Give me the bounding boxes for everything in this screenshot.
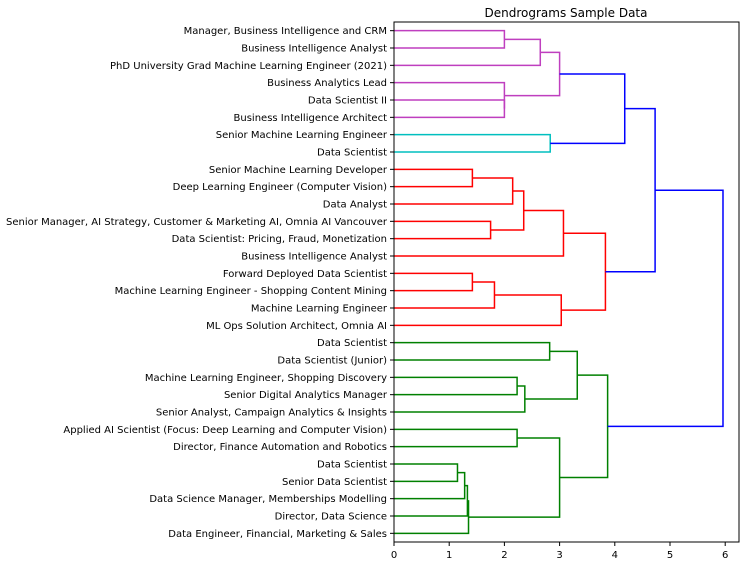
leaf-label: Data Scientist: Pricing, Fraud, Monetiza…: [172, 234, 387, 245]
leaf-label: Senior Analyst, Campaign Analytics & Ins…: [156, 408, 387, 419]
leaf-label: Business Intelligence Analyst: [241, 252, 387, 263]
leaf-label: Business Intelligence Analyst: [241, 44, 387, 55]
leaf-label: Data Scientist: [317, 148, 387, 159]
dendrogram-link: [490, 190, 525, 231]
x-tick-label: 1: [446, 550, 452, 561]
leaf-labels: Manager, Business Intelligence and CRM Bu…: [6, 26, 394, 540]
dendrogram-link: [394, 29, 506, 49]
leaf-label: Forward Deployed Data Scientist: [223, 269, 387, 280]
dendrogram-link: [394, 99, 506, 119]
leaf-label: Data Scientist: [317, 460, 387, 471]
dendrogram-link: [394, 133, 551, 153]
leaf-label: Senior Data Scientist: [282, 477, 387, 488]
leaf-label: Director, Finance Automation and Robotic…: [173, 442, 387, 453]
x-tick-label: 5: [667, 550, 673, 561]
x-tick-label: 0: [391, 550, 397, 561]
dendrogram-link: [394, 220, 492, 240]
dendrogram-link: [394, 272, 474, 292]
x-axis: 0 1 2 3 4 5 6: [391, 542, 728, 561]
dendrogram-link: [394, 428, 518, 448]
leaf-label: PhD University Grad Machine Learning Eng…: [110, 61, 387, 72]
dendrogram-link: [394, 177, 514, 205]
x-tick-label: 4: [612, 550, 618, 561]
x-tick-label: 6: [722, 550, 728, 561]
leaf-label: Data Scientist: [317, 338, 387, 349]
leaf-label: Machine Learning Engineer, Shopping Disc…: [145, 373, 387, 384]
dendrogram-link: [394, 471, 466, 500]
leaf-label: Data Engineer, Financial, Marketing & Sa…: [168, 529, 387, 540]
dendrogram-link: [524, 350, 579, 400]
dendrogram-link: [607, 189, 724, 428]
dendrogram-link: [561, 232, 607, 311]
leaf-label: Senior Machine Learning Developer: [209, 165, 388, 176]
leaf-label: Senior Digital Analytics Manager: [224, 390, 388, 401]
x-tick-label: 2: [501, 550, 507, 561]
leaf-label: Data Scientist II: [308, 96, 387, 107]
dendrogram-link: [394, 385, 526, 413]
dendrogram-link: [394, 81, 506, 109]
plot-frame: [393, 21, 740, 543]
leaf-label: Senior Manager, AI Strategy, Customer & …: [6, 217, 388, 228]
dendrogram-link: [504, 51, 561, 97]
leaf-label: Director, Data Science: [275, 512, 387, 523]
dendrogram-links: [394, 29, 724, 535]
dendrogram-link: [394, 376, 518, 396]
dendrogram-link: [394, 38, 542, 67]
leaf-label: Senior Machine Learning Engineer: [216, 130, 388, 141]
dendrogram-link: [394, 500, 470, 535]
leaf-label: Business Intelligence Architect: [234, 113, 388, 124]
dendrogram-link: [394, 484, 469, 517]
leaf-label: Manager, Business Intelligence and CRM: [184, 26, 387, 37]
leaf-label: Data Analyst: [323, 200, 387, 211]
x-tick-label: 3: [556, 550, 562, 561]
dendrogram-link: [605, 107, 656, 273]
dendrogram-link: [550, 73, 626, 145]
dendrogram-link: [394, 168, 474, 188]
leaf-label: Machine Learning Engineer - Shopping Con…: [115, 286, 387, 297]
chart-title: Dendrograms Sample Data: [485, 6, 648, 20]
dendrogram-link: [394, 209, 565, 257]
dendrogram-link: [394, 281, 496, 309]
dendrogram-link: [394, 294, 563, 327]
leaf-label: ML Ops Solution Architect, Omnia AI: [206, 321, 387, 332]
dendrogram-link: [559, 374, 609, 479]
leaf-label: Deep Learning Engineer (Computer Vision): [173, 182, 387, 193]
leaf-label: Data Scientist (Junior): [277, 356, 387, 367]
dendrogram-link: [394, 341, 551, 361]
leaf-label: Machine Learning Engineer: [251, 304, 388, 315]
leaf-label: Data Science Manager, Memberships Modell…: [149, 494, 387, 505]
dendrogram-link: [468, 437, 561, 518]
leaf-label: Applied AI Scientist (Focus: Deep Learni…: [63, 425, 387, 436]
leaf-label: Business Analytics Lead: [267, 78, 387, 89]
dendrogram-link: [394, 463, 459, 483]
